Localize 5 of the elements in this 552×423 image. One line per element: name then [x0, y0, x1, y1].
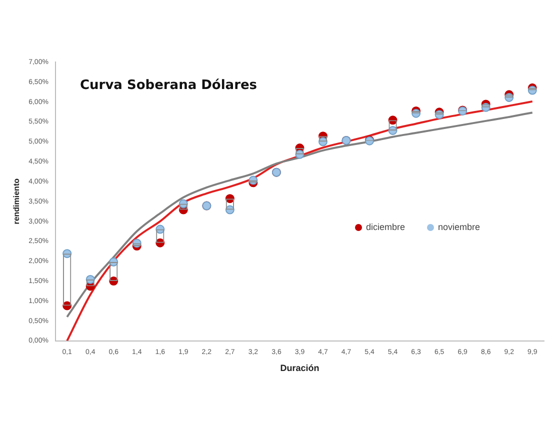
x-axis-title: Duración: [280, 363, 320, 374]
legend-label: noviembre: [437, 222, 480, 232]
y-axis-title: rendimiento: [12, 178, 22, 224]
legend-label: diciembre: [365, 222, 406, 232]
text: Curva Soberana Dólares: [80, 78, 258, 93]
